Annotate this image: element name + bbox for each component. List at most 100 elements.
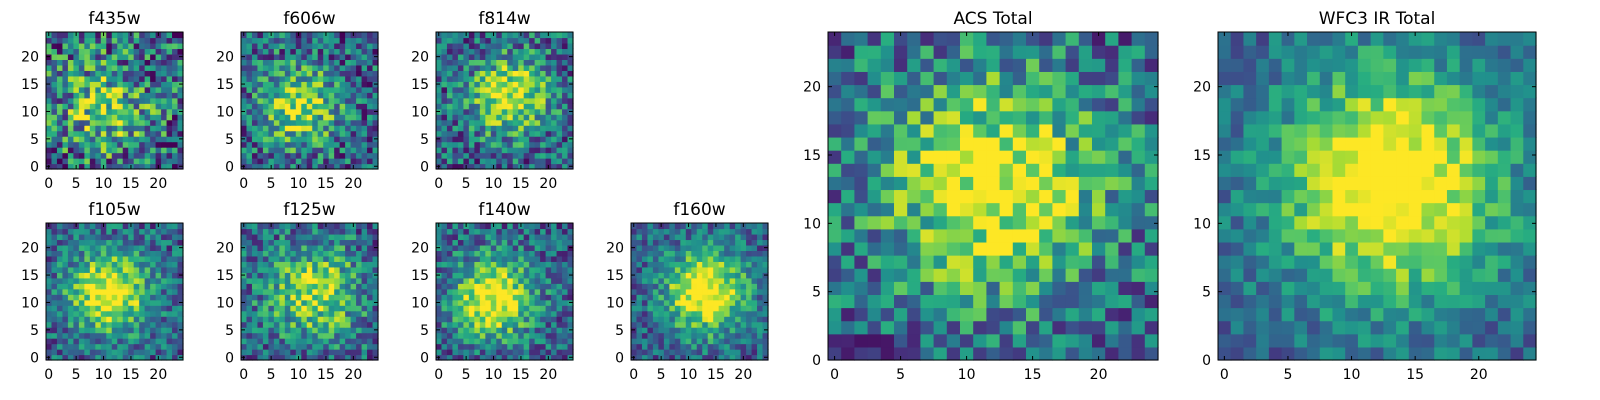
heatmap-cell xyxy=(306,42,313,50)
heatmap-cell xyxy=(501,261,508,268)
heatmap-cell xyxy=(718,228,725,235)
heatmap-cell xyxy=(117,343,124,350)
heatmap-cell xyxy=(246,32,253,39)
heatmap-cell xyxy=(507,294,514,301)
heatmap-cell xyxy=(279,32,286,39)
heatmap-cell xyxy=(496,239,503,246)
heatmap-cell xyxy=(562,316,569,323)
heatmap-cell xyxy=(436,158,443,165)
heatmap-cell xyxy=(323,70,330,77)
heatmap-cell xyxy=(62,228,69,235)
heatmap-cell xyxy=(746,223,753,230)
heatmap-cell xyxy=(139,163,146,170)
heatmap-cell xyxy=(106,141,113,148)
heatmap-cell xyxy=(301,81,308,88)
heatmap-cell xyxy=(106,294,113,301)
heatmap-cell xyxy=(117,244,124,251)
heatmap-cell xyxy=(452,310,459,317)
heatmap-cell xyxy=(317,130,324,137)
heatmap-cell xyxy=(56,277,64,284)
heatmap-cell xyxy=(920,215,935,230)
heatmap-cell xyxy=(251,316,259,323)
heatmap-cell xyxy=(746,343,753,350)
heatmap-cell xyxy=(479,108,486,115)
heatmap-cell xyxy=(89,299,96,306)
heatmap-cell xyxy=(150,223,157,230)
heatmap-cell xyxy=(490,255,497,262)
heatmap-cell xyxy=(512,299,519,306)
heatmap-cell xyxy=(172,114,179,121)
heatmap-cell xyxy=(880,189,895,204)
heatmap-cell xyxy=(457,239,464,246)
heatmap-cell xyxy=(641,277,649,284)
heatmap-cell xyxy=(718,316,725,323)
heatmap-cell xyxy=(367,37,374,44)
heatmap-cell xyxy=(636,338,643,345)
heatmap-cell xyxy=(106,343,113,350)
heatmap-cell xyxy=(474,288,481,295)
heatmap-cell xyxy=(485,338,492,345)
heatmap-cell xyxy=(490,288,497,295)
heatmap-cell xyxy=(867,228,882,243)
heatmap-cell xyxy=(246,42,253,50)
heatmap-cell xyxy=(740,288,747,295)
heatmap-cell xyxy=(295,305,302,312)
heatmap-cell xyxy=(150,288,157,295)
heatmap-cell xyxy=(241,130,248,137)
heatmap-cell xyxy=(485,86,492,93)
heatmap-cell xyxy=(67,119,74,126)
heatmap-cell xyxy=(740,343,747,350)
heatmap-cell xyxy=(356,81,363,88)
heatmap-cell xyxy=(999,268,1014,282)
heatmap-cell xyxy=(567,97,574,104)
x-tick-label: 5 xyxy=(462,176,471,192)
heatmap-cell xyxy=(100,59,107,66)
heatmap-cell xyxy=(724,277,731,284)
heatmap-cell xyxy=(457,283,464,290)
heatmap-cell xyxy=(496,125,503,132)
heatmap-cell xyxy=(707,228,714,235)
heatmap-cell xyxy=(262,86,269,93)
heatmap-cell xyxy=(323,277,330,284)
heatmap-cell xyxy=(246,305,253,312)
heatmap-cell xyxy=(490,310,497,317)
heatmap-cell xyxy=(361,136,368,143)
heatmap-cell xyxy=(468,86,475,93)
heatmap-cell xyxy=(490,152,497,159)
heatmap-cell xyxy=(317,136,324,143)
heatmap-cell xyxy=(78,310,85,317)
heatmap-cell xyxy=(567,147,574,154)
heatmap-cell xyxy=(334,152,341,159)
heatmap-cell xyxy=(84,343,91,350)
heatmap-cell xyxy=(361,272,368,279)
heatmap-cell xyxy=(139,32,146,39)
heatmap-cell xyxy=(328,97,335,104)
heatmap-cell xyxy=(323,305,330,312)
heatmap-cell xyxy=(523,266,530,273)
heatmap-cell xyxy=(551,130,558,137)
heatmap-cell xyxy=(155,349,162,356)
heatmap-cell xyxy=(279,53,286,60)
heatmap-cell xyxy=(51,114,58,121)
heatmap-cell xyxy=(317,266,324,273)
heatmap-cell xyxy=(534,283,541,290)
heatmap-cell xyxy=(479,294,486,301)
heatmap-cell xyxy=(51,288,58,295)
heatmap-cell xyxy=(122,37,129,44)
heatmap-cell xyxy=(262,163,269,170)
heatmap-cell xyxy=(306,321,313,328)
heatmap-cell xyxy=(490,92,497,99)
heatmap-cell xyxy=(441,288,448,295)
heatmap-cell xyxy=(740,239,747,246)
heatmap-cell xyxy=(523,92,530,99)
heatmap-cell xyxy=(122,130,129,137)
heatmap-cell xyxy=(328,141,335,148)
heatmap-cell xyxy=(133,32,140,39)
heatmap-cell xyxy=(372,277,379,284)
heatmap-cell xyxy=(372,310,379,317)
heatmap-cell xyxy=(89,250,96,257)
heatmap-cell xyxy=(62,37,69,44)
heatmap-cell xyxy=(345,163,352,170)
heatmap-cell xyxy=(751,338,758,345)
heatmap-cell xyxy=(1144,281,1159,295)
